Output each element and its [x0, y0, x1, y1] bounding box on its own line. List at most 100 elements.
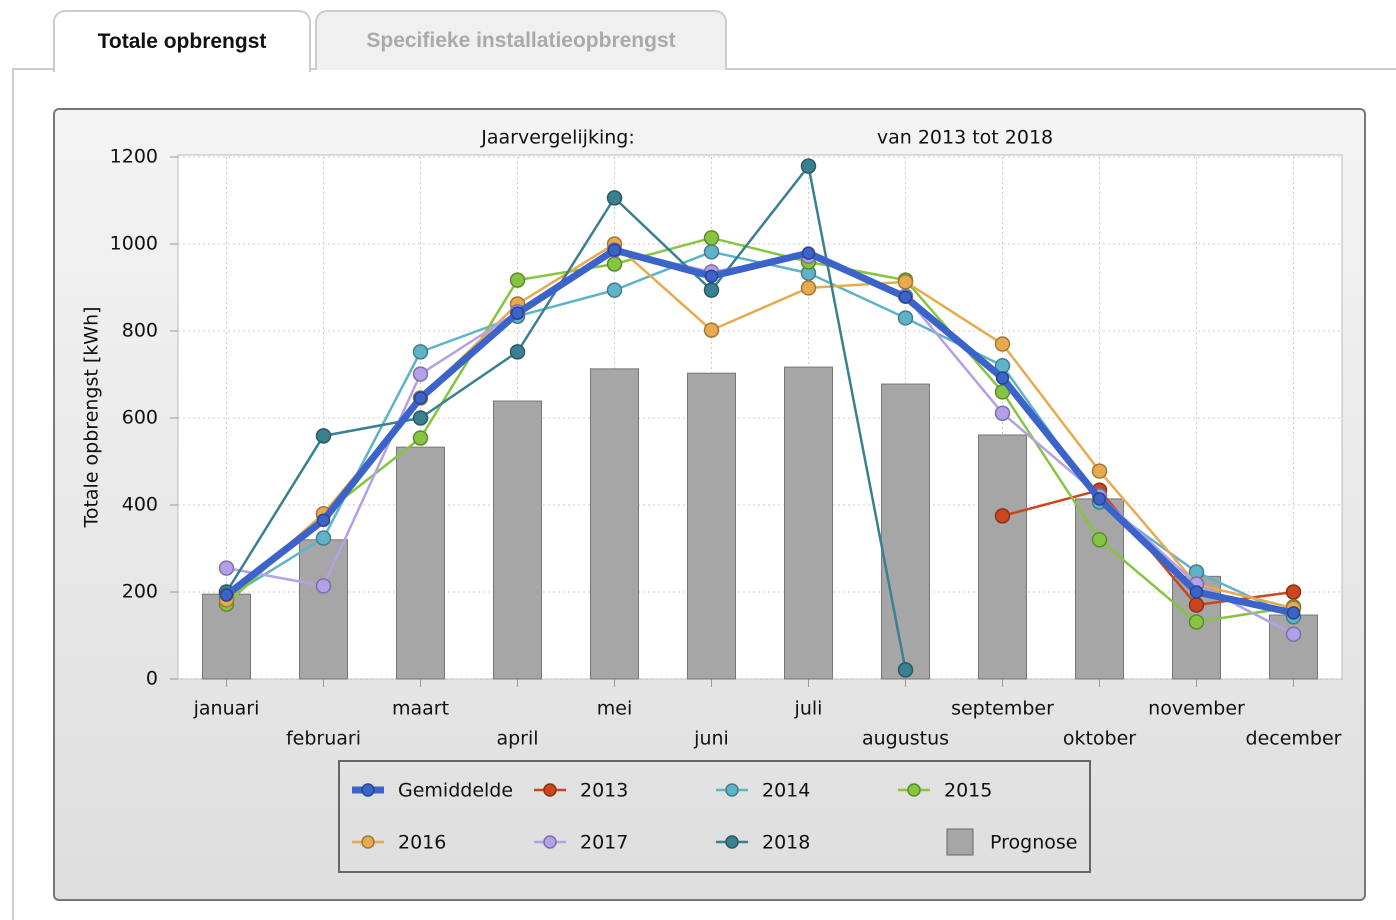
legend-label: 2013 [580, 780, 628, 802]
marker [412, 410, 429, 426]
legend-marker [543, 783, 557, 797]
marker [1188, 597, 1205, 613]
marker [898, 290, 913, 304]
marker [509, 272, 526, 288]
marker [995, 371, 1010, 385]
marker [412, 430, 429, 446]
marker [315, 530, 332, 546]
marker [994, 405, 1011, 421]
marker [412, 344, 429, 360]
legend-marker [543, 835, 557, 849]
x-tick-label: november [1148, 698, 1245, 720]
marker [703, 244, 720, 260]
x-tick-label: september [951, 698, 1054, 720]
marker [219, 588, 234, 602]
legend-label: 2018 [762, 832, 810, 854]
marker [218, 560, 235, 576]
marker [1286, 606, 1301, 620]
line [225, 236, 1294, 624]
marker [509, 344, 526, 360]
marker [1285, 584, 1302, 600]
bar [687, 372, 736, 680]
x-tick-label: december [1246, 728, 1342, 750]
line [224, 246, 1295, 617]
marker [1189, 585, 1204, 599]
marker [704, 269, 719, 283]
legend-label: 2017 [580, 832, 628, 854]
bar [881, 383, 930, 680]
marker [606, 190, 623, 206]
bar [396, 446, 445, 680]
y-tick-label: 800 [122, 320, 158, 342]
marker [897, 310, 914, 326]
marker [994, 336, 1011, 352]
x-tick-label: februari [286, 728, 361, 750]
marker [510, 306, 525, 320]
tab[interactable]: Specifieke installatieopbrengst [315, 10, 727, 70]
x-tick-label: augustus [862, 728, 949, 750]
marker [897, 662, 914, 678]
y-tick-label: 600 [122, 407, 158, 429]
tab-active[interactable]: Totale opbrengst [53, 10, 311, 72]
marker [1188, 614, 1205, 630]
marker [606, 256, 623, 272]
bar [493, 400, 542, 680]
legend-label: 2014 [762, 780, 810, 802]
y-tick-label: 0 [146, 668, 158, 690]
marker [315, 428, 332, 444]
marker [315, 578, 332, 594]
marker [897, 274, 914, 290]
x-tick-label: juni [693, 728, 729, 750]
bar [299, 539, 348, 680]
legend-label: 2015 [944, 780, 992, 802]
marker [1091, 463, 1108, 479]
marker [703, 322, 720, 338]
legend-marker [725, 835, 739, 849]
x-tick-label: mei [597, 698, 632, 720]
marker [607, 243, 622, 257]
bar [978, 434, 1027, 680]
legend-marker [361, 835, 375, 849]
legend-swatch [946, 828, 974, 856]
marker [994, 508, 1011, 524]
bar [784, 366, 833, 680]
plot-area [177, 154, 1343, 680]
marker [800, 280, 817, 296]
x-tick-label: januari [193, 698, 260, 720]
x-tick-label: april [496, 728, 538, 750]
x-tick-label: juli [794, 698, 823, 720]
marker [703, 230, 720, 246]
legend-label: Prognose [990, 832, 1077, 854]
marker [316, 513, 331, 527]
y-tick-label: 200 [122, 581, 158, 603]
marker [801, 246, 816, 260]
line [225, 164, 907, 671]
legend-label: Gemiddelde [398, 780, 513, 802]
bar [590, 368, 639, 680]
bar [1075, 498, 1124, 680]
legend-marker [725, 783, 739, 797]
chart-title: Jaarvergelijking: [480, 127, 634, 149]
y-tick-label: 1000 [110, 233, 158, 255]
marker [800, 158, 817, 174]
marker [1285, 626, 1302, 642]
y-tick-label: 1200 [110, 146, 158, 168]
x-tick-label: maart [392, 698, 449, 720]
legend-label: 2016 [398, 832, 446, 854]
chart-subtitle: van 2013 tot 2018 [877, 127, 1053, 149]
y-axis-label: Totale opbrengst [kWh] [81, 306, 103, 528]
marker [1092, 492, 1107, 506]
marker [703, 282, 720, 298]
bar [202, 593, 251, 680]
marker [413, 391, 428, 405]
legend [338, 760, 1091, 873]
legend-marker [361, 783, 375, 797]
marker [606, 282, 623, 298]
marker [412, 366, 429, 382]
marker [1091, 532, 1108, 548]
x-tick-label: oktober [1063, 728, 1136, 750]
y-tick-label: 400 [122, 494, 158, 516]
legend-marker [907, 783, 921, 797]
